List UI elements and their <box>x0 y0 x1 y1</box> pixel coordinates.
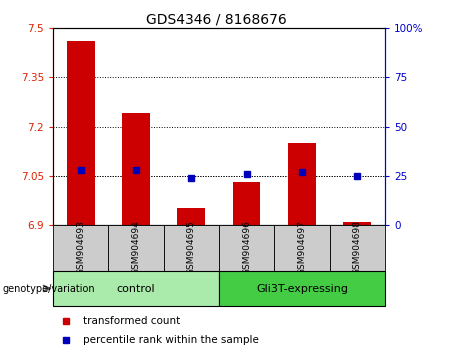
Bar <box>233 182 260 225</box>
Bar <box>177 209 205 225</box>
Bar <box>219 271 385 306</box>
Text: transformed count: transformed count <box>83 316 180 326</box>
Bar <box>53 225 108 271</box>
Bar <box>164 225 219 271</box>
Text: control: control <box>117 284 155 293</box>
Text: genotype/variation: genotype/variation <box>2 284 95 293</box>
Bar <box>108 225 164 271</box>
Text: GSM904698: GSM904698 <box>353 220 362 275</box>
Text: GSM904696: GSM904696 <box>242 220 251 275</box>
Text: GSM904693: GSM904693 <box>76 220 85 275</box>
Bar <box>288 143 316 225</box>
Bar <box>330 225 385 271</box>
Text: GDS4346 / 8168676: GDS4346 / 8168676 <box>146 12 287 27</box>
Text: Gli3T-expressing: Gli3T-expressing <box>256 284 348 293</box>
Bar <box>122 113 150 225</box>
Bar <box>67 41 95 225</box>
Text: GSM904694: GSM904694 <box>131 221 141 275</box>
Bar <box>53 271 219 306</box>
Bar <box>343 222 371 225</box>
Bar <box>219 225 274 271</box>
Text: GSM904697: GSM904697 <box>297 220 307 275</box>
Bar <box>274 225 330 271</box>
Text: GSM904695: GSM904695 <box>187 220 196 275</box>
Text: percentile rank within the sample: percentile rank within the sample <box>83 335 259 345</box>
